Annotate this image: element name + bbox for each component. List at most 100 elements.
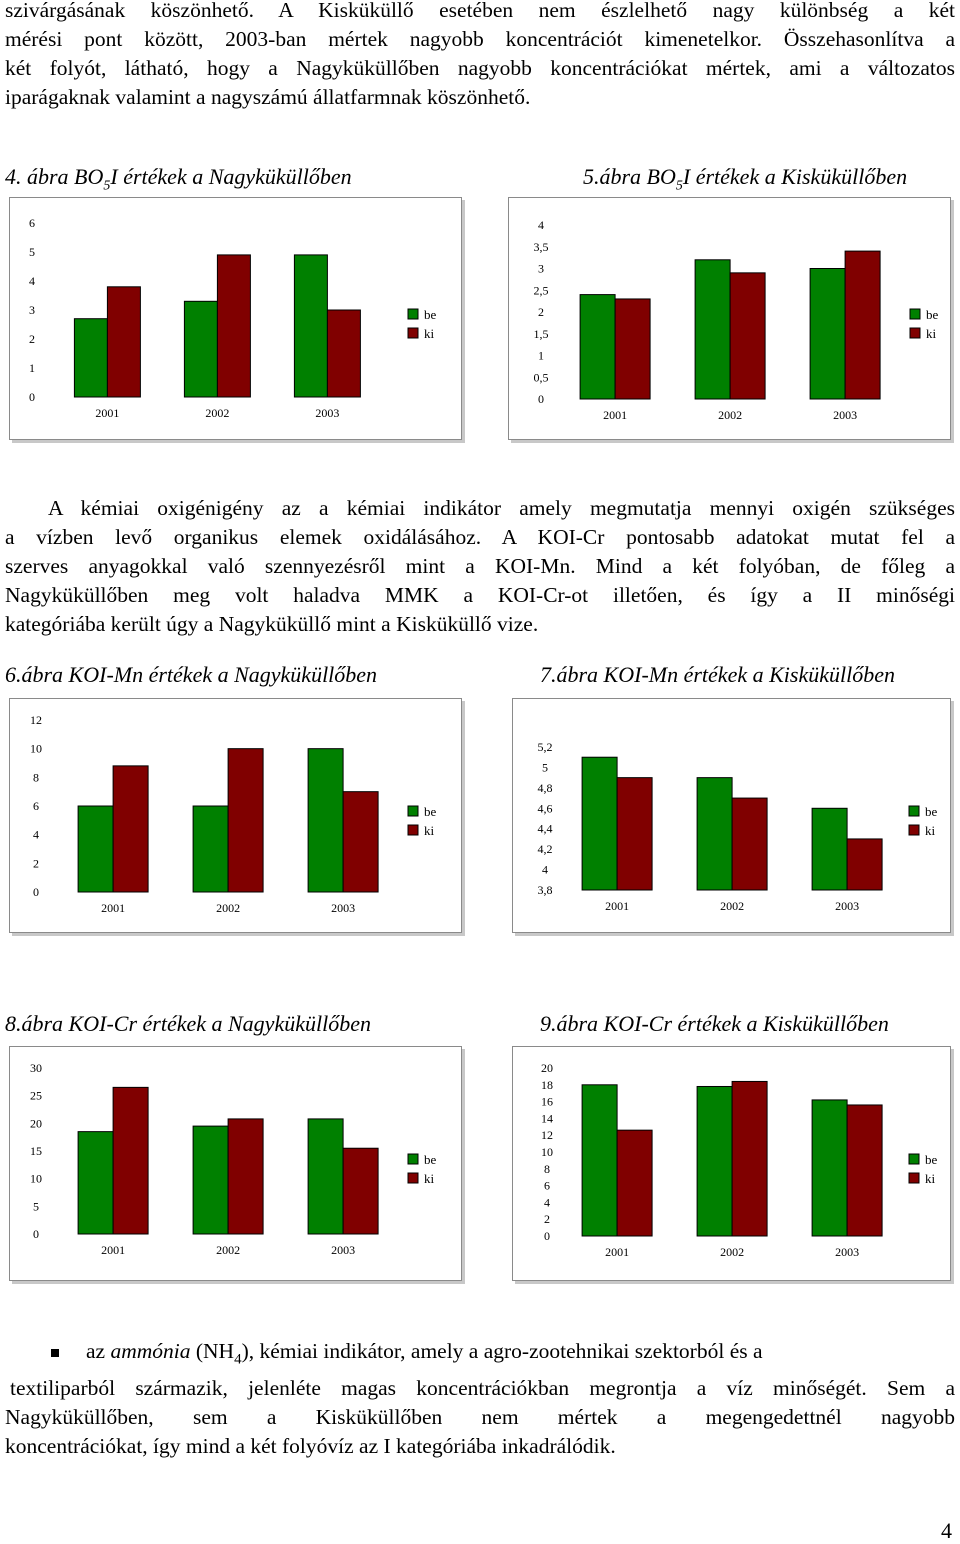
y-tick-label: 4,2 [538, 842, 553, 856]
y-tick-label: 1,5 [534, 327, 549, 341]
y-tick-label: 3 [538, 262, 544, 276]
y-tick-label: 10 [30, 1172, 42, 1186]
intro-line: szivárgásának köszönhető. A Kisküküllő e… [5, 0, 955, 22]
bullet-icon [51, 1349, 59, 1357]
y-tick-label: 2 [33, 856, 39, 870]
bar-ki-2001 [112, 765, 149, 893]
legend-swatch-be [407, 1153, 419, 1165]
bar-ki-2001 [106, 286, 141, 398]
bar-ki-2003 [342, 791, 379, 893]
bar-ki-2001 [112, 1086, 149, 1235]
intro-line: iparágaknak valamint a nagyszámú állatfa… [5, 85, 531, 109]
chart-fig5: 0 0,5 1 1,5 2 2,5 3 3,5 4 2001 2002 2003 be ki [508, 197, 951, 440]
bar-be-2001 [77, 1131, 114, 1235]
bar-be-2001 [73, 318, 108, 398]
legend-swatch-ki [407, 824, 419, 836]
legend-swatch-be [908, 805, 920, 817]
ammonia-line: textiliparból származik, jelenléte magas… [10, 1376, 955, 1401]
bar-be-2003 [307, 748, 344, 893]
y-tick-label: 5 [29, 245, 35, 259]
ammonia-line: koncentrációkat, így mind a két folyóvíz… [5, 1434, 616, 1459]
y-tick-label: 0 [29, 390, 35, 404]
y-tick-label: 3,5 [534, 240, 549, 254]
x-tick-label: 2001 [101, 1243, 125, 1257]
x-tick-label: 2002 [205, 406, 229, 420]
y-tick-label: 4 [544, 1195, 550, 1209]
bar-ki-2003 [844, 250, 881, 400]
page-number: 4 [941, 1518, 952, 1543]
bar-ki-2001 [616, 1129, 653, 1237]
y-tick-label: 8 [33, 770, 39, 784]
bar-ki-2002 [216, 254, 251, 398]
y-tick-label: 16 [541, 1095, 553, 1109]
legend-label-be: be [925, 804, 938, 819]
chart-fig6: 0 2 4 6 8 10 12 2001 2002 2003 be ki [9, 698, 462, 933]
legend-label-ki: ki [424, 823, 435, 838]
x-tick-label: 2002 [720, 899, 744, 913]
ammonia-line: Nagyküküllőben, sem a Kisküküllőben nem … [5, 1405, 955, 1430]
x-tick-label: 2003 [331, 1243, 355, 1257]
y-tick-label: 18 [541, 1078, 553, 1092]
y-tick-label: 4 [33, 828, 39, 842]
bar-ki-2001 [614, 298, 651, 400]
bar-ki-2003 [846, 838, 883, 891]
intro-line: két folyót, látható, hogy a Nagyküküllőb… [5, 56, 955, 80]
figure-7-caption: 7.ábra KOI-Mn értékek a Kisküküllőben [540, 662, 895, 687]
y-tick-label: 10 [541, 1145, 553, 1159]
bar-be-2002 [192, 805, 229, 893]
y-tick-label: 2,5 [534, 283, 549, 297]
bar-be-2003 [809, 268, 846, 400]
figure-4-caption: 4. ábra BO5I értékek a Nagyküküllőben [5, 164, 352, 194]
ammonia-line: az ammónia (NH4), kémiai indikátor, amel… [86, 1339, 763, 1368]
x-tick-label: 2003 [331, 901, 355, 915]
legend-label-ki: ki [925, 1171, 936, 1186]
x-tick-label: 2003 [315, 406, 339, 420]
figure-8-caption: 8.ábra KOI-Cr értékek a Nagyküküllőben [5, 1011, 371, 1036]
bar-be-2002 [183, 300, 218, 398]
figure-6-caption: 6.ábra KOI-Mn értékek a Nagyküküllőben [5, 662, 378, 687]
y-tick-label: 14 [541, 1111, 553, 1125]
bar-ki-2002 [729, 272, 766, 400]
y-tick-label: 1 [538, 349, 544, 363]
bar-be-2003 [811, 1099, 848, 1237]
x-tick-label: 2001 [95, 406, 119, 420]
chart-fig9: 0 2 4 6 8 10 12 14 16 18 20 2001 2002 2003 be ki [512, 1046, 951, 1281]
middle-line: A kémiai oxigénigény az a kémiai indikát… [48, 496, 955, 520]
y-tick-label: 0 [33, 1227, 39, 1241]
legend-swatch-ki [908, 1172, 920, 1184]
bar-be-2003 [293, 254, 328, 398]
middle-line: szerves anyagokkal való szennyezésről mi… [5, 554, 955, 578]
y-tick-label: 15 [30, 1144, 42, 1158]
chart-fig7: 3,8 4 4,2 4,4 4,6 4,8 5 5,2 2001 2002 2003 be ki [512, 698, 951, 933]
legend-swatch-ki [407, 327, 419, 339]
bar-be-2002 [696, 777, 733, 891]
y-tick-label: 5 [33, 1199, 39, 1213]
y-tick-label: 4,8 [538, 781, 553, 795]
x-tick-label: 2001 [603, 408, 627, 422]
legend-label-be: be [424, 307, 437, 322]
y-tick-label: 1 [29, 361, 35, 375]
y-tick-label: 6 [544, 1179, 550, 1193]
bar-ki-2001 [616, 777, 653, 891]
legend-label-ki: ki [424, 326, 435, 341]
middle-line: kategóriába került úgy a Nagyküküllő min… [5, 612, 539, 636]
y-tick-label: 3,8 [538, 883, 553, 897]
y-tick-label: 4,4 [538, 822, 553, 836]
ammonia-paragraph: az ammónia (NH4), kémiai indikátor, amel… [5, 1337, 955, 1461]
y-tick-label: 0 [33, 885, 39, 899]
x-tick-label: 2001 [605, 899, 629, 913]
legend-swatch-be [407, 805, 419, 817]
y-tick-label: 0,5 [534, 370, 549, 384]
y-tick-label: 30 [30, 1061, 42, 1075]
legend-label-be: be [424, 804, 437, 819]
bar-ki-2002 [731, 1080, 768, 1237]
y-tick-label: 6 [33, 799, 39, 813]
intro-line: mérési pont között, 2003-ban mértek nagy… [5, 27, 955, 51]
middle-paragraph: A kémiai oxigénigény az a kémiai indikát… [5, 494, 955, 639]
y-tick-label: 10 [30, 742, 42, 756]
intro-paragraph: szivárgásának köszönhető. A Kisküküllő e… [5, 0, 955, 112]
middle-line: Nagyküküllőben meg volt haladva MMK a KO… [5, 583, 955, 607]
bar-be-2003 [307, 1118, 344, 1235]
y-tick-label: 3 [29, 303, 35, 317]
y-tick-label: 5 [542, 760, 548, 774]
